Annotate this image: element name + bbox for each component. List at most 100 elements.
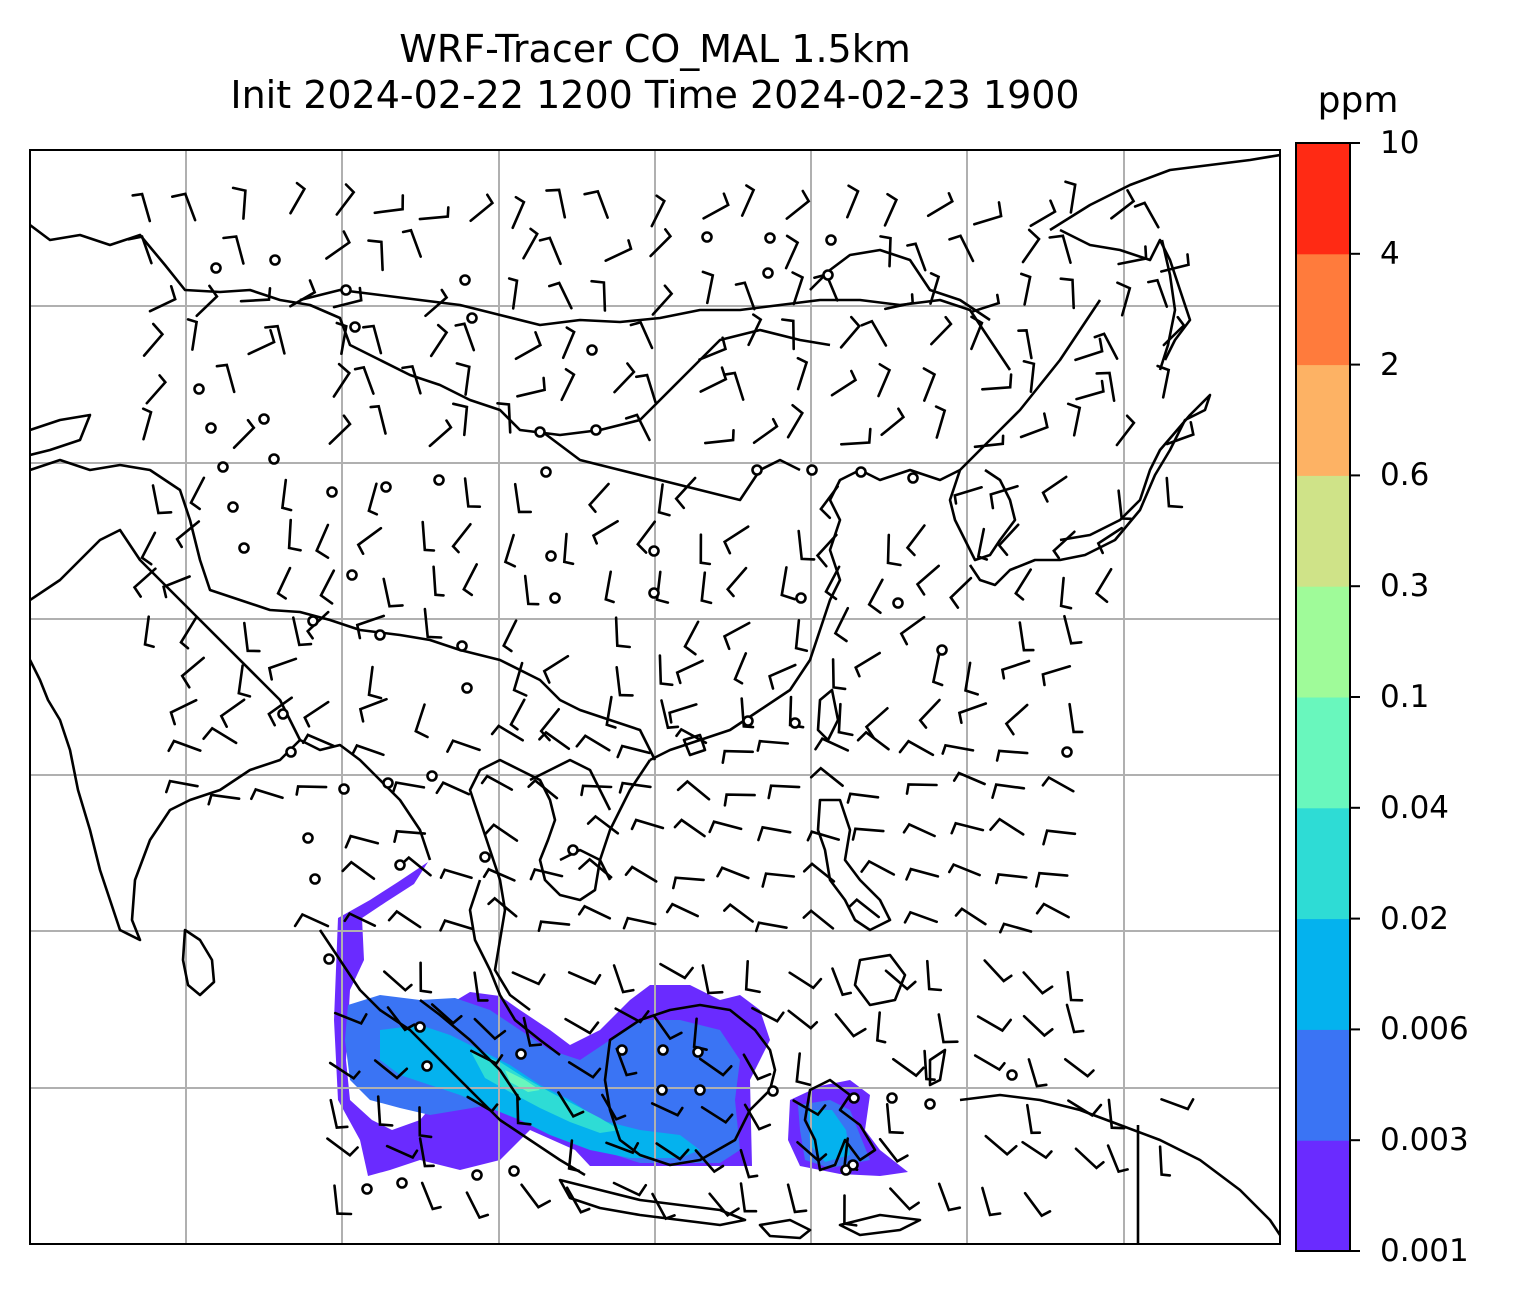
wind-barb <box>1160 253 1190 273</box>
wind-barb <box>674 476 697 510</box>
wind-calm-marker <box>1061 746 1073 758</box>
wind-barb <box>351 743 385 757</box>
wind-barb <box>326 1137 359 1158</box>
wind-barb <box>722 525 750 555</box>
wind-barb <box>658 654 674 687</box>
wind-barb <box>1059 576 1073 610</box>
wind-barb <box>613 362 636 394</box>
wind-barb <box>1074 1147 1105 1170</box>
wind-barb <box>898 739 935 757</box>
wind-barb <box>511 195 526 230</box>
wind-barb <box>995 749 1029 762</box>
wind-calm-marker <box>892 597 904 609</box>
wind-calm-marker <box>540 466 552 478</box>
wind-barb <box>831 967 852 997</box>
wind-barb <box>169 698 198 726</box>
wind-barb <box>567 971 602 986</box>
wind-barb <box>423 607 443 639</box>
wind-calm-marker <box>657 1044 669 1056</box>
wind-barb <box>880 407 906 437</box>
wind-barb <box>739 1148 759 1179</box>
border-russia-east <box>809 248 991 322</box>
wind-barb <box>1029 199 1057 228</box>
wind-barb <box>219 698 246 728</box>
wind-barb <box>964 661 979 696</box>
wind-barb <box>264 324 286 355</box>
wind-barb <box>905 783 938 795</box>
wind-barb <box>564 1017 600 1035</box>
wind-barb <box>385 1144 419 1160</box>
wind-barb <box>538 236 562 266</box>
wind-barb <box>1068 702 1084 734</box>
wind-calm-marker <box>426 770 438 782</box>
wind-barb <box>329 1098 349 1129</box>
wind-barb <box>630 818 665 831</box>
colorbar-band <box>1296 697 1350 809</box>
wind-barb <box>511 971 546 986</box>
wind-barb <box>490 724 524 742</box>
wind-barb <box>725 566 748 598</box>
wind-barb <box>429 323 449 358</box>
wind-barb <box>195 284 219 318</box>
wind-calm-marker <box>456 640 468 652</box>
wind-barb <box>1133 201 1160 229</box>
colorbar-tick-label: 2 <box>1380 346 1400 383</box>
wind-barb <box>1064 180 1077 214</box>
wind-barb <box>483 823 519 842</box>
wind-calm-marker <box>210 262 222 274</box>
wind-barb <box>1041 665 1072 687</box>
wind-barb <box>132 567 157 598</box>
wind-calm-marker <box>616 1044 628 1056</box>
wind-barb <box>373 1059 409 1080</box>
wind-barb <box>795 1052 812 1086</box>
wind-barb <box>289 181 307 215</box>
wind-calm-marker <box>549 592 561 604</box>
wind-calm-marker <box>855 466 867 478</box>
colorbar-tick-label: 0.001 <box>1380 1233 1469 1269</box>
wind-barb <box>635 373 657 404</box>
wind-calm-marker <box>656 1084 668 1096</box>
colorbar-band <box>1296 1140 1350 1252</box>
wind-barb <box>722 371 745 401</box>
wind-barb <box>418 1137 435 1168</box>
wind-barb <box>926 192 954 218</box>
wind-barb <box>879 235 892 268</box>
wind-calm-marker <box>302 832 314 844</box>
wind-calm-marker <box>924 1098 936 1110</box>
wind-barb <box>1067 1099 1103 1118</box>
wind-barb <box>723 793 756 807</box>
wind-barb <box>899 615 926 646</box>
wind-calm-marker <box>648 587 660 599</box>
wind-barb <box>989 484 1019 510</box>
wind-barb <box>512 661 528 697</box>
wind-calm-marker <box>742 715 754 727</box>
colorbar-frame <box>1295 142 1351 1252</box>
wind-barb <box>1066 402 1082 437</box>
tracer-plume <box>334 862 908 1176</box>
wind-barb <box>1075 379 1105 401</box>
wind-calm-marker <box>825 234 837 246</box>
title-line-2: Init 2024-02-22 1200 Time 2024-02-23 190… <box>230 73 1080 117</box>
wind-barb <box>319 569 336 605</box>
wind-calm-marker <box>567 844 579 856</box>
wind-barb <box>651 1192 676 1221</box>
wind-barb <box>878 1137 909 1163</box>
wind-barb <box>650 194 666 228</box>
wind-barb <box>699 366 728 393</box>
wind-calm-marker <box>396 1177 408 1189</box>
border-china-internal <box>459 648 657 761</box>
wind-barb <box>414 703 429 739</box>
wind-barb <box>796 356 809 391</box>
wind-barb <box>247 329 276 356</box>
wind-barb <box>629 320 654 350</box>
wind-barb <box>454 322 476 352</box>
wind-barb <box>767 784 801 800</box>
wind-barb <box>683 620 700 656</box>
colorbar-band <box>1296 475 1350 587</box>
wind-barb <box>356 526 383 555</box>
wind-barb <box>140 531 157 566</box>
wind-barb <box>250 787 284 801</box>
colorbar-band <box>1296 253 1350 366</box>
wind-barb <box>941 743 975 755</box>
wind-calm-marker <box>277 708 289 720</box>
